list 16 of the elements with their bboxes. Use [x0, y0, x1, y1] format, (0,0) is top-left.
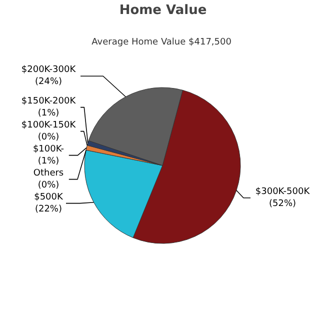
slice-label: $200K-300K [21, 65, 77, 76]
slice-label: $150K-200K [21, 96, 77, 106]
data-label: (1%) [38, 108, 60, 118]
slice-label: $500K [34, 192, 64, 202]
slice-label: $300K-500K [255, 186, 311, 197]
data-label: (52%) [268, 198, 296, 209]
data-label: (22%) [34, 204, 62, 214]
text: (0%) [38, 180, 60, 190]
data-label: (1%) [38, 156, 60, 166]
chart-title: Home Value [119, 3, 207, 18]
slice-label: $100K- [32, 144, 64, 154]
chart-subtitle: Average Home Value $417,500 [92, 38, 232, 48]
text: (0%) [38, 132, 60, 142]
category-label: $100K-150K [21, 120, 76, 130]
data-label: (24%) [34, 77, 62, 88]
category-label: Others [33, 168, 64, 178]
